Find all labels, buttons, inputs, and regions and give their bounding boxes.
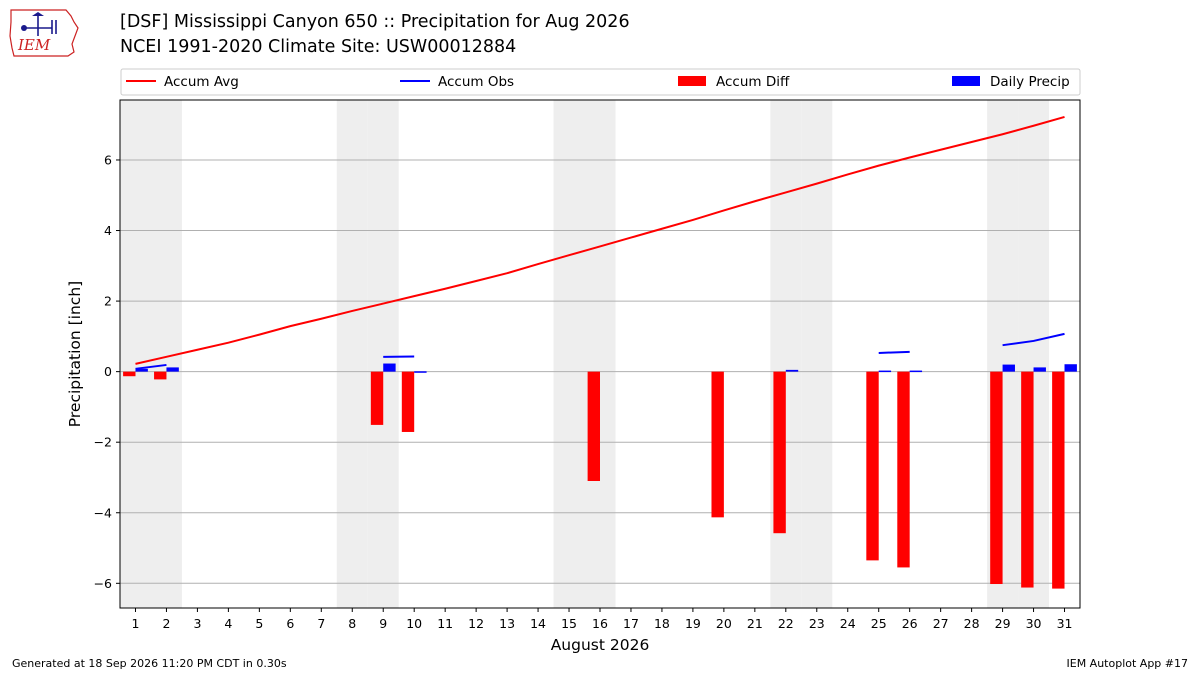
x-tick-label: 27 [933, 616, 949, 631]
accum-avg-line [135, 115, 1065, 365]
iowa-outline-icon [9, 9, 79, 57]
x-tick-label: 4 [224, 616, 232, 631]
accum-diff-bar [587, 371, 600, 481]
accum-diff-bars [123, 371, 1065, 589]
daily-precip-bar [785, 369, 799, 372]
accum-diff-bar [1052, 371, 1065, 589]
daily-precip-bar [1033, 367, 1046, 372]
daily-precip-bars [135, 363, 1077, 373]
x-tick-label: 10 [406, 616, 422, 631]
y-tick-label: 6 [104, 152, 112, 167]
x-tick-label: 7 [317, 616, 325, 631]
legend-swatch-bar [678, 76, 706, 86]
x-tick-label: 29 [995, 616, 1011, 631]
x-tick-label: 18 [654, 616, 670, 631]
x-tick-label: 30 [1026, 616, 1042, 631]
legend-label: Accum Diff [716, 74, 790, 90]
weekend-shade [120, 100, 151, 608]
weekend-shade [336, 100, 368, 608]
y-tick-label: −4 [94, 505, 112, 520]
x-tick-label: 14 [530, 616, 546, 631]
x-tick-label: 11 [437, 616, 453, 631]
daily-precip-bar [166, 367, 179, 372]
accum-diff-bar [1021, 371, 1034, 588]
x-axis-ticks: 1 2 3 4 5 6 7 8 9 10 11 12 13 14 15 16 17 18 19 20 21 22 23 24 2… [132, 608, 1073, 631]
accum-diff-bar [370, 371, 384, 425]
y-tick-label: 0 [104, 364, 112, 379]
legend-swatch-bar [952, 76, 980, 86]
accum-diff-bar [154, 371, 167, 380]
x-tick-label: 26 [902, 616, 918, 631]
logo-text: IEM [17, 36, 51, 54]
weekend-shade [367, 100, 399, 608]
x-tick-label: 25 [871, 616, 887, 631]
accum-diff-bar [123, 371, 136, 377]
x-tick-label: 3 [193, 616, 201, 631]
x-tick-label: 5 [255, 616, 263, 631]
x-tick-label: 9 [379, 616, 387, 631]
weather-station-icon [24, 16, 57, 36]
legend-label: Accum Avg [164, 74, 239, 90]
x-tick-label: 23 [809, 616, 825, 631]
y-tick-label: −2 [94, 435, 112, 450]
chart-title: [DSF] Mississippi Canyon 650 :: Precipit… [120, 12, 630, 32]
weekend-shade [553, 100, 585, 608]
accum-diff-bar [711, 371, 724, 518]
app-footer: IEM Autoplot App #17 [1066, 657, 1189, 670]
accum-obs-line [135, 363, 167, 370]
accum-diff-bar [990, 371, 1003, 585]
daily-precip-bar [135, 368, 148, 372]
accum-diff-bar [401, 371, 415, 432]
y-tick-label: 4 [104, 223, 112, 238]
x-axis-label: August 2026 [551, 636, 650, 654]
x-tick-label: 19 [685, 616, 701, 631]
x-tick-label: 6 [286, 616, 294, 631]
weekend-shading [120, 100, 1050, 608]
x-tick-label: 24 [840, 616, 856, 631]
x-tick-label: 12 [468, 616, 484, 631]
x-tick-label: 2 [162, 616, 170, 631]
daily-precip-bar [1064, 364, 1077, 372]
daily-precip-bar [1002, 364, 1015, 372]
daily-precip-bar [878, 370, 892, 373]
y-tick-label: −6 [94, 576, 112, 591]
iem-logo: IEM [9, 9, 79, 57]
weekend-shade [801, 100, 833, 608]
x-tick-label: 22 [778, 616, 794, 631]
accum-lines [135, 115, 1065, 370]
daily-precip-bar [414, 371, 427, 373]
accum-diff-bar [866, 371, 879, 561]
x-tick-label: 13 [499, 616, 515, 631]
daily-precip-bar [383, 363, 396, 372]
x-tick-label: 28 [964, 616, 980, 631]
legend: Accum Avg Accum Obs Accum Diff Daily Precip [120, 68, 1081, 96]
chart-subtitle: NCEI 1991-2020 Climate Site: USW00012884 [120, 37, 517, 57]
accum-diff-bar [897, 371, 910, 568]
accum-diff-bar [773, 371, 786, 534]
legend-label: Daily Precip [990, 74, 1070, 90]
y-axis-ticks: −6 −4 −2 0 2 4 6 [94, 152, 120, 591]
y-axis-label: Precipitation [inch] [66, 281, 84, 427]
x-tick-label: 21 [747, 616, 763, 631]
x-tick-label: 15 [561, 616, 577, 631]
daily-precip-bar [909, 370, 923, 373]
accum-obs-line [878, 350, 910, 354]
legend-box [120, 68, 1081, 96]
x-tick-label: 17 [623, 616, 639, 631]
x-tick-label: 31 [1057, 616, 1073, 631]
legend-label: Accum Obs [438, 74, 514, 90]
x-tick-label: 16 [592, 616, 608, 631]
accum-obs-line [1002, 332, 1065, 347]
x-tick-label: 20 [716, 616, 732, 631]
x-tick-label: 8 [348, 616, 356, 631]
x-tick-label: 1 [132, 616, 140, 631]
generated-footer: Generated at 18 Sep 2026 11:20 PM CDT in… [12, 657, 287, 670]
y-tick-label: 2 [104, 294, 112, 309]
weekend-shade [584, 100, 616, 608]
